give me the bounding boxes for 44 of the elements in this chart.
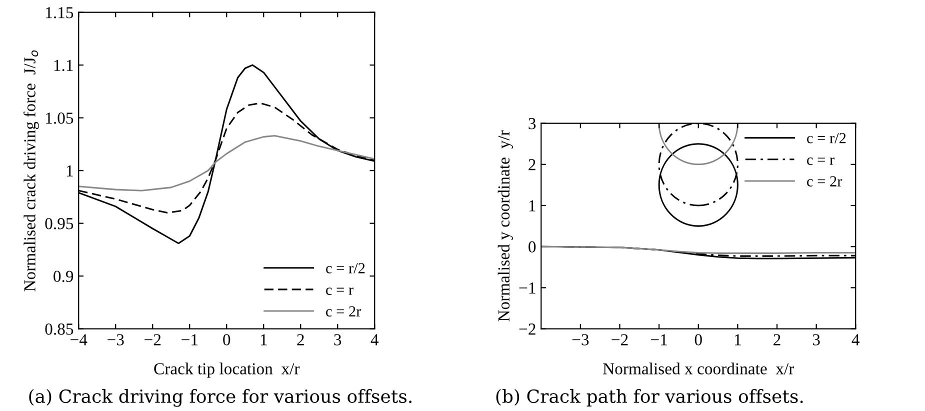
y-axis-title: Normalised y coordinate y/r <box>498 130 513 322</box>
line-series <box>541 246 856 254</box>
legend-label: c = r <box>326 288 354 295</box>
y-tick-label: 2 <box>528 159 536 170</box>
line-series <box>78 134 375 192</box>
text: (a) Crack driving force for various offsets. <box>29 389 412 407</box>
y-tick-label: 1 <box>66 165 73 176</box>
x-tick-label: −1 <box>182 334 198 346</box>
y-tick-label: 1.05 <box>46 112 74 124</box>
legend-label: c = 2r <box>807 176 842 186</box>
x-tick-label: 3 <box>812 334 820 346</box>
x-tick-label: −3 <box>572 334 589 346</box>
x-tick-label: 3 <box>334 334 342 346</box>
x-axis-title: Crack tip location x/r <box>154 362 300 378</box>
x-tick-label: −2 <box>144 334 161 346</box>
x-tick-label: 4 <box>852 334 860 346</box>
legend-label: c = r <box>807 158 834 165</box>
x-tick-label: 1 <box>260 334 267 346</box>
x-tick-label: 1 <box>734 334 741 346</box>
y-tick-label: 0.95 <box>45 218 74 230</box>
text: (b) Crack path for various offsets. <box>496 389 803 407</box>
x-tick-label: 0 <box>223 334 230 346</box>
y-tick-label: 1 <box>529 200 536 212</box>
y-tick-label: −2 <box>519 324 536 335</box>
x-tick-label: −4 <box>70 334 88 346</box>
x-tick-label: 0 <box>694 334 702 346</box>
x-tick-label: 4 <box>370 334 379 346</box>
x-tick-label: −1 <box>651 334 667 346</box>
y-tick-label: 1.15 <box>46 7 74 18</box>
y-tick-label: 1.1 <box>54 60 73 72</box>
legend-label: c = 2r <box>326 306 362 317</box>
x-tick-label: 2 <box>297 334 304 346</box>
y-tick-label: 0.9 <box>54 270 74 282</box>
x-tick-label: −3 <box>108 334 124 346</box>
y-tick-label: 3 <box>528 118 536 130</box>
y-tick-label: 0.85 <box>45 324 74 335</box>
legend-label: c = r/2 <box>807 133 846 144</box>
x-tick-label: −2 <box>612 334 628 346</box>
y-axis-title: Normalised crack driving force J/J$_{o}$ <box>24 50 39 292</box>
legend-label: c = r/2 <box>326 263 365 274</box>
x-tick-label: 2 <box>774 334 780 346</box>
y-tick-label: 0 <box>528 241 536 253</box>
x-axis-title: Normalised x coordinate x/r <box>603 362 794 374</box>
y-tick-label: −1 <box>519 282 536 294</box>
